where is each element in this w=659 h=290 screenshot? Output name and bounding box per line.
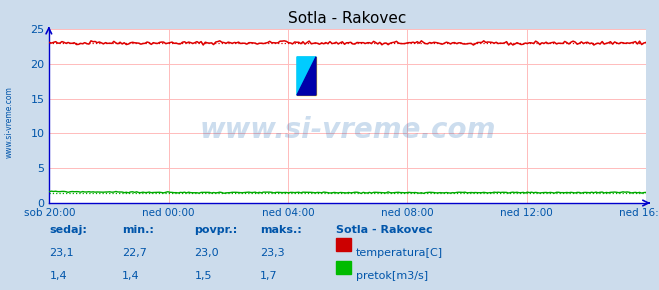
Text: 22,7: 22,7 [122, 248, 147, 258]
Text: www.si-vreme.com: www.si-vreme.com [200, 116, 496, 144]
Text: maks.:: maks.: [260, 225, 302, 235]
Text: 1,7: 1,7 [260, 271, 278, 281]
Text: 23,1: 23,1 [49, 248, 74, 258]
Polygon shape [297, 57, 316, 95]
Text: 1,5: 1,5 [194, 271, 212, 281]
Text: 23,3: 23,3 [260, 248, 285, 258]
Text: min.:: min.: [122, 225, 154, 235]
Text: pretok[m3/s]: pretok[m3/s] [356, 271, 428, 281]
Text: 23,0: 23,0 [194, 248, 219, 258]
Text: temperatura[C]: temperatura[C] [356, 248, 443, 258]
Text: Sotla - Rakovec: Sotla - Rakovec [336, 225, 433, 235]
Text: povpr.:: povpr.: [194, 225, 238, 235]
Text: sedaj:: sedaj: [49, 225, 87, 235]
Bar [297, 57, 316, 95]
Text: www.si-vreme.com: www.si-vreme.com [5, 86, 14, 158]
Polygon shape [297, 57, 316, 95]
Title: Sotla - Rakovec: Sotla - Rakovec [289, 11, 407, 26]
Text: 1,4: 1,4 [49, 271, 67, 281]
Text: 1,4: 1,4 [122, 271, 140, 281]
